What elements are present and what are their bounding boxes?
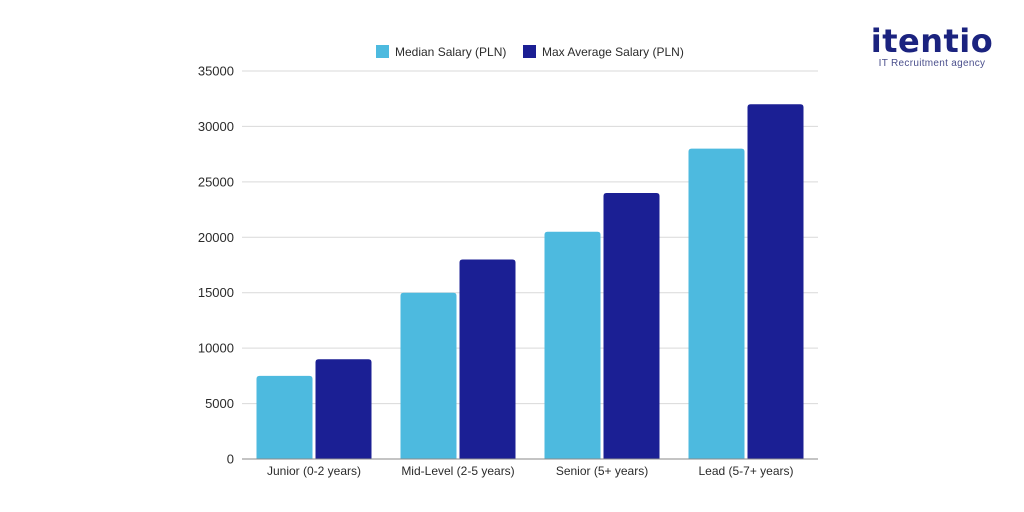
bar-median-0: [256, 375, 313, 459]
bars: [256, 104, 804, 459]
y-tick-label: 10000: [198, 341, 234, 356]
legend: Median Salary (PLN) Max Average Salary (P…: [376, 45, 684, 59]
x-category-label: Lead (5-7+ years): [698, 464, 793, 478]
y-tick-label: 20000: [198, 230, 234, 245]
y-tick-label: 5000: [205, 396, 234, 411]
brand-logo: itentio IT Recruitment agency: [862, 24, 1002, 69]
bar-max-average-0: [315, 359, 372, 459]
bar-max-average-3: [747, 104, 804, 459]
x-axis: Junior (0-2 years) Mid-Level (2-5 years) S…: [242, 458, 818, 478]
brand-name: itentio: [870, 22, 994, 60]
y-tick-label: 30000: [198, 119, 234, 134]
bar-median-2: [544, 231, 601, 459]
brand-tagline: IT Recruitment agency: [878, 58, 986, 69]
legend-swatch: [523, 45, 536, 58]
x-category-label: Junior (0-2 years): [267, 464, 361, 478]
y-tick-label: 0: [227, 452, 234, 467]
x-category-label: Senior (5+ years): [556, 464, 648, 478]
y-tick-label: 25000: [198, 174, 234, 189]
y-axis: 0 5000 10000 15000 20000 25000 30000 35000: [198, 64, 234, 467]
legend-label: Max Average Salary (PLN): [542, 45, 684, 59]
bar-median-1: [400, 292, 457, 459]
y-tick-label: 35000: [198, 64, 234, 79]
legend-swatch: [376, 45, 389, 58]
bar-max-average-1: [459, 259, 516, 459]
y-tick-label: 15000: [198, 285, 234, 300]
bar-median-3: [688, 148, 745, 459]
x-category-label: Mid-Level (2-5 years): [401, 464, 514, 478]
legend-label: Median Salary (PLN): [395, 45, 506, 59]
gridlines: [242, 70, 818, 405]
bar-max-average-2: [603, 192, 660, 459]
